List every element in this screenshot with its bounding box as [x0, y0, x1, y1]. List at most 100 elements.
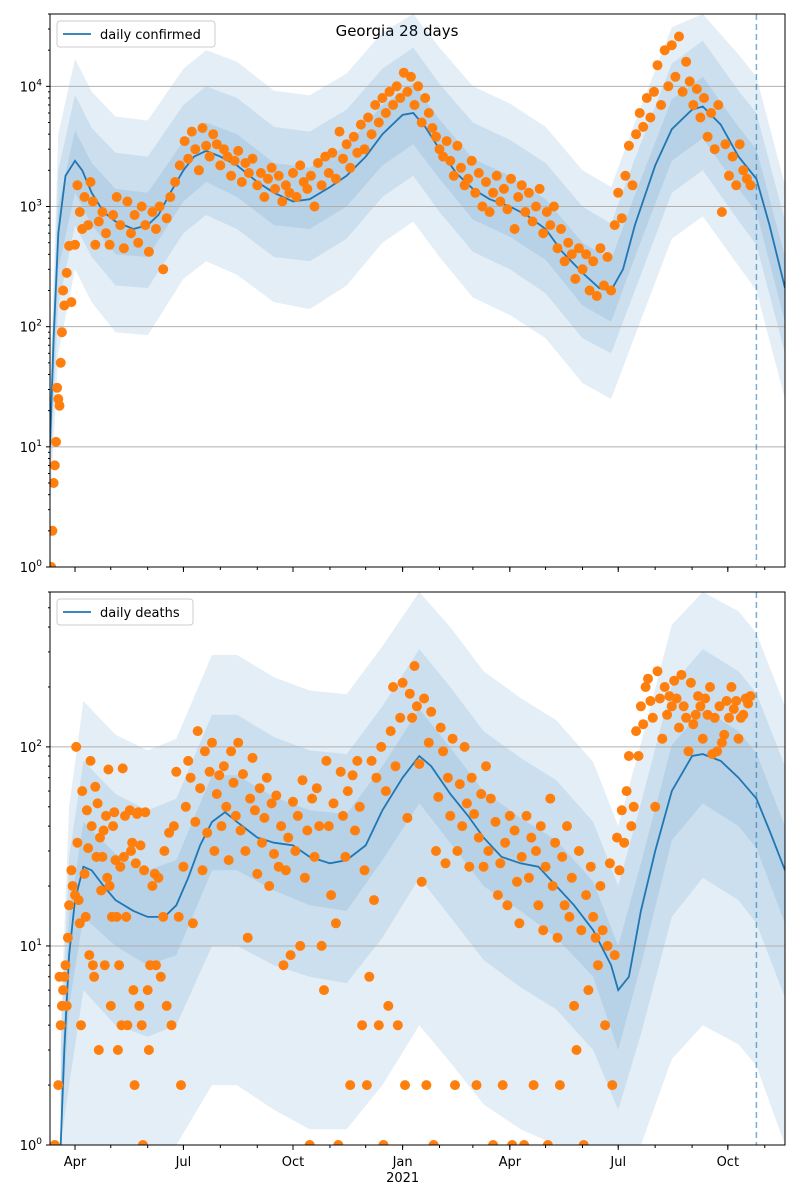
x-tick-label: Oct [282, 1155, 304, 1170]
data-point [514, 918, 525, 929]
data-point [445, 810, 456, 821]
data-point [341, 139, 352, 150]
data-point [678, 701, 689, 712]
data-point [699, 93, 709, 103]
data-point [207, 737, 217, 748]
data-point [577, 264, 588, 275]
data-point [137, 1140, 148, 1145]
data-point [316, 180, 327, 191]
data-point [545, 220, 556, 231]
data-point [202, 827, 213, 838]
data-point [101, 810, 111, 821]
data-point [183, 755, 194, 766]
data-point [431, 131, 441, 142]
data-point [87, 960, 98, 971]
data-point [79, 868, 90, 879]
data-point [688, 719, 699, 730]
data-point [103, 764, 114, 775]
data-point [464, 861, 475, 872]
data-point [390, 761, 401, 772]
data-point [155, 971, 166, 982]
data-point [74, 918, 85, 929]
data-point [620, 170, 631, 181]
data-point [705, 682, 715, 692]
data-point [461, 798, 472, 809]
x-tick-label: Apr [499, 1155, 522, 1170]
data-point [165, 192, 176, 202]
data-point [531, 201, 541, 212]
data-point [434, 144, 445, 155]
data-point [473, 168, 484, 178]
data-point [151, 224, 161, 234]
data-point [540, 861, 551, 872]
data-point [352, 755, 363, 766]
data-point [64, 900, 75, 911]
data-point [423, 108, 434, 118]
data-point [97, 207, 108, 217]
data-point [512, 876, 522, 887]
data-point [657, 733, 668, 744]
data-point [122, 196, 133, 207]
data-point [380, 786, 391, 797]
data-point [197, 123, 208, 133]
deaths-panel: 100 101 102 Apr Jul Oct Jan Apr Jul Oct 2021 daily … [20, 591, 786, 1186]
data-point [481, 761, 491, 772]
legend: daily confirmed [56, 20, 216, 48]
data-point [111, 192, 122, 202]
data-point [270, 183, 281, 194]
data-point [264, 881, 275, 891]
data-point [623, 140, 634, 151]
data-point [359, 144, 370, 155]
data-point [187, 918, 198, 929]
data-point [186, 126, 197, 137]
data-point [743, 698, 754, 709]
data-point [695, 701, 706, 712]
data-point [638, 121, 649, 132]
data-point [72, 180, 83, 191]
data-point [547, 881, 558, 891]
legend-box [56, 20, 216, 48]
data-point [229, 155, 240, 166]
data-point [513, 192, 524, 202]
data-point [74, 207, 85, 217]
data-point [271, 790, 282, 801]
data-point [631, 726, 642, 737]
data-point [215, 160, 226, 171]
data-point [445, 155, 456, 166]
data-point [192, 726, 203, 737]
data-point [129, 1080, 140, 1091]
data-point [509, 825, 520, 836]
data-point [371, 772, 382, 783]
data-point [266, 162, 277, 173]
data-point [92, 798, 103, 809]
data-point [93, 216, 104, 227]
data-point [516, 180, 527, 191]
data-point [104, 881, 115, 891]
data-point [99, 960, 110, 971]
data-point [302, 825, 313, 836]
data-point [600, 1020, 611, 1031]
data-point [656, 100, 667, 110]
data-point [581, 890, 592, 901]
data-point [58, 285, 69, 296]
data-point [538, 228, 549, 239]
data-point [738, 165, 749, 176]
data-point [170, 177, 181, 187]
data-point [666, 40, 677, 51]
data-point [136, 1020, 147, 1031]
data-point [193, 165, 204, 176]
plot-area [50, 14, 785, 567]
data-point [263, 173, 273, 184]
data-point [470, 187, 481, 198]
data-point [621, 786, 632, 797]
y-tick-label: 101 [20, 439, 42, 456]
data-point [61, 1000, 72, 1011]
data-point [476, 789, 487, 799]
data-point [734, 139, 745, 150]
data-point [627, 180, 638, 191]
data-point [201, 140, 212, 151]
data-point [421, 1080, 432, 1091]
data-point [55, 357, 66, 368]
data-point [409, 100, 420, 110]
data-point [652, 666, 663, 677]
